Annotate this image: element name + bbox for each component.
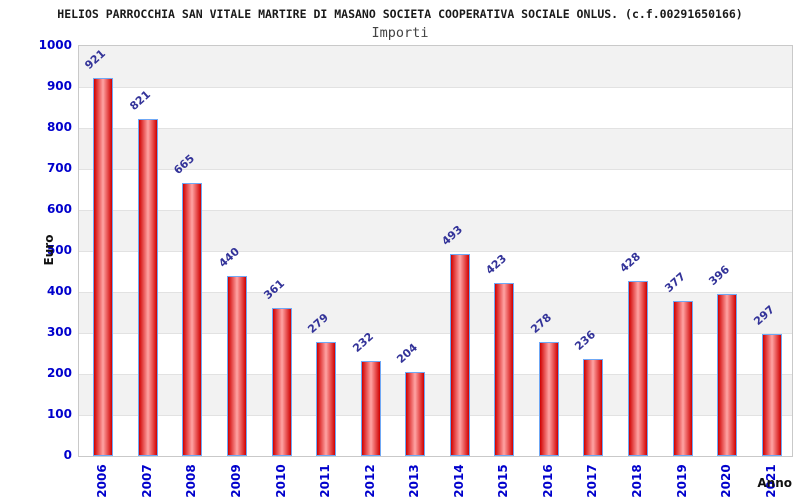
bar bbox=[672, 301, 693, 456]
bar bbox=[316, 341, 337, 456]
bar bbox=[761, 334, 782, 456]
x-axis-title: Anno bbox=[757, 476, 792, 490]
gridline bbox=[79, 333, 792, 334]
gridline bbox=[79, 292, 792, 293]
bar bbox=[494, 282, 515, 456]
y-axis-tick-label: 800 bbox=[46, 120, 72, 134]
y-axis-tick-label: 100 bbox=[46, 407, 72, 421]
x-axis-tick-label: 2014 bbox=[451, 464, 466, 498]
bar bbox=[93, 78, 114, 456]
y-axis-tick-label: 900 bbox=[46, 79, 72, 93]
gridline bbox=[79, 87, 792, 88]
x-axis-tick-label: 2012 bbox=[362, 464, 377, 498]
bar bbox=[271, 308, 292, 456]
x-axis-tick-label: 2017 bbox=[585, 464, 600, 498]
chart-title: HELIOS PARROCCHIA SAN VITALE MARTIRE DI … bbox=[57, 7, 743, 21]
bar bbox=[405, 372, 426, 456]
x-axis-tick-label: 2009 bbox=[228, 464, 243, 498]
bar bbox=[226, 275, 247, 456]
x-axis-tick-label: 2019 bbox=[674, 464, 689, 498]
bar bbox=[360, 360, 381, 456]
gridline bbox=[79, 415, 792, 416]
bar bbox=[628, 280, 649, 456]
x-axis-tick-label: 2008 bbox=[184, 464, 199, 498]
gridline bbox=[79, 251, 792, 252]
x-axis-tick-label: 2018 bbox=[630, 464, 645, 498]
y-axis-tick-label: 500 bbox=[46, 243, 72, 257]
x-axis-tick-label: 2016 bbox=[540, 464, 555, 498]
plot-band bbox=[79, 46, 792, 87]
y-axis-tick-label: 300 bbox=[46, 325, 72, 339]
gridline bbox=[79, 374, 792, 375]
y-axis-tick-label: 400 bbox=[46, 284, 72, 298]
x-axis-tick-label: 2015 bbox=[496, 464, 511, 498]
y-axis-tick-label: 200 bbox=[46, 366, 72, 380]
x-axis-tick-label: 2011 bbox=[318, 464, 333, 498]
y-axis-tick-label: 700 bbox=[46, 161, 72, 175]
y-axis-tick-label: 1000 bbox=[38, 38, 72, 52]
bar bbox=[449, 253, 470, 456]
chart-subtitle: Importi bbox=[371, 25, 429, 41]
bar bbox=[538, 342, 559, 456]
bar bbox=[717, 293, 738, 456]
x-axis-tick-label: 2006 bbox=[95, 464, 110, 498]
plot-band bbox=[79, 128, 792, 169]
x-axis-tick-label: 2020 bbox=[719, 464, 734, 498]
y-axis-tick-label: 600 bbox=[46, 202, 72, 216]
bar bbox=[137, 119, 158, 456]
x-axis-tick-label: 2010 bbox=[273, 464, 288, 498]
gridline bbox=[79, 169, 792, 170]
plot-band bbox=[79, 87, 792, 128]
plot-area bbox=[78, 45, 793, 457]
y-axis-tick-label: 0 bbox=[63, 448, 72, 462]
x-axis-tick-label: 2007 bbox=[139, 464, 154, 498]
gridline bbox=[79, 210, 792, 211]
bar bbox=[182, 183, 203, 456]
y-axis-title: Euro bbox=[42, 234, 56, 266]
gridline bbox=[79, 128, 792, 129]
bar bbox=[583, 359, 604, 456]
x-axis-tick-label: 2013 bbox=[407, 464, 422, 498]
